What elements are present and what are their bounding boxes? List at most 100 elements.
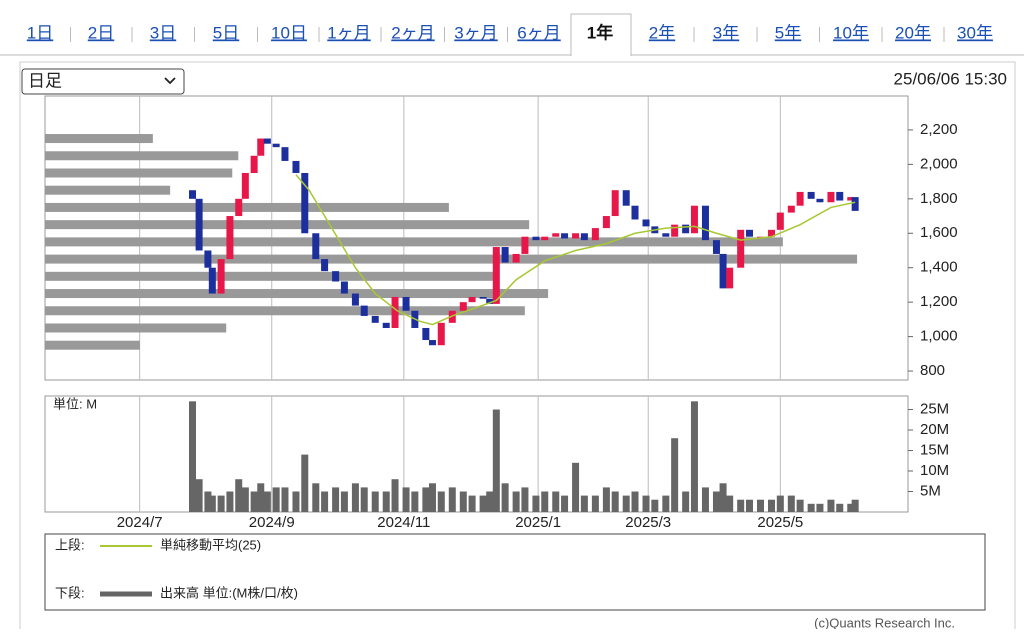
volume-bar [726,495,734,512]
y-tick-label: 20M [920,421,949,438]
y-tick-label: 10M [920,462,949,479]
price-profile-bar [45,289,549,299]
credit: (c)Quants Research Inc. [814,615,955,629]
y-tick-label: 1,000 [920,328,958,345]
candle [479,296,487,299]
volume-bar [301,454,309,512]
tab[interactable]: 2日 [88,23,114,42]
volume-bar [448,487,456,512]
y-tick-label: 1,800 [920,190,958,207]
tab[interactable]: 20年 [895,23,931,42]
volume-bar [360,487,368,512]
candle [321,259,329,272]
volume-bar [257,483,265,512]
volume-bar [459,491,467,512]
candle [189,190,197,199]
candle [642,219,650,227]
volume-bar [836,503,844,512]
volume-bar [321,491,329,512]
volume-bar [195,479,203,512]
volume-bar [787,495,795,512]
tab[interactable]: 3ヶ月 [454,23,497,42]
candle [602,216,610,229]
tab[interactable]: 3年 [713,23,739,42]
candle [208,267,216,294]
select-arrow [164,77,176,85]
volume-bar [437,491,445,512]
volume-bar [572,462,580,512]
price-profile-bar [45,271,494,281]
volume-bar [281,487,289,512]
candle [745,229,753,237]
tab[interactable]: 2ヶ月 [391,23,434,42]
select-text[interactable]: 日足 [28,71,62,90]
volume-bar [745,499,753,512]
candle [796,191,804,206]
volume-bar [611,491,619,512]
price-profile-bar [45,185,171,195]
candle [422,327,430,341]
volume-bar [816,503,824,512]
price-profile-bar [45,340,140,350]
volume-bar [776,495,784,512]
volume-unit: 単位: M [53,396,97,411]
candle [382,322,390,328]
legend-ma: 単純移動平均(25) [160,537,261,552]
volume-bar [631,491,639,512]
volume-bar [532,495,540,512]
tab[interactable]: 6ヶ月 [517,23,560,42]
volume-bar [402,487,410,512]
tab[interactable]: 5日 [213,23,239,42]
candle [561,233,569,239]
x-tick-label: 2025/1 [515,514,561,531]
volume-bar [651,499,659,512]
candle [851,197,859,211]
tab[interactable]: 1ヶ月 [327,23,370,42]
select-box[interactable] [21,68,185,95]
volume-bar [371,491,379,512]
candle [719,253,727,289]
tab[interactable]: 2年 [649,23,675,42]
volume-bar [521,487,529,512]
candle [281,147,289,161]
volume-bar [737,499,745,512]
candle [690,205,698,234]
volume-bar [332,487,340,512]
tab[interactable]: 3日 [150,23,176,42]
tab[interactable]: 1年 [587,22,613,42]
volume-bar [312,483,320,512]
volume-bar [340,491,348,512]
volume-bar [807,503,815,512]
tab[interactable]: 5年 [775,23,801,42]
tab[interactable]: 10年 [833,23,869,42]
candle [512,253,520,263]
price-profile-bar [45,202,449,212]
candle [486,298,494,304]
volume-bar [591,495,599,512]
volume-bar [671,438,679,512]
tab[interactable]: 10日 [271,23,307,42]
volume-bar [351,483,359,512]
timestamp: 25/06/06 15:30 [894,69,1007,88]
volume-bar [701,487,709,512]
legend-volume: 出来高 単位:(M株/口/枚) [160,585,298,600]
volume-bar [642,495,650,512]
tab[interactable]: 1日 [27,23,53,42]
volume-plot [44,395,909,513]
x-tick-label: 2025/5 [757,514,803,531]
candle [235,198,243,217]
volume-bar [851,499,859,512]
candle [428,340,436,346]
volume-bar [250,491,258,512]
price-profile-bar [45,168,233,178]
volume-bar [512,491,520,512]
tab[interactable]: 30年 [957,23,993,42]
candle [272,143,280,148]
y-tick-label: 2,200 [920,121,958,138]
price-profile-bar [45,323,227,333]
candle [726,267,734,289]
candle [437,322,445,346]
volume-bar [226,491,234,512]
volume-bar [561,495,569,512]
